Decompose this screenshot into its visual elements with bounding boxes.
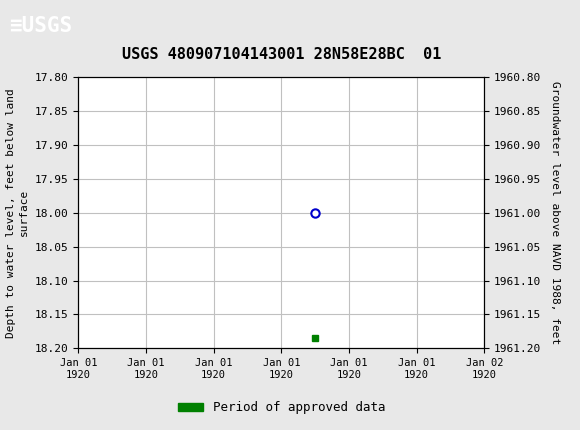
- Y-axis label: Depth to water level, feet below land
surface: Depth to water level, feet below land su…: [6, 88, 29, 338]
- Y-axis label: Groundwater level above NAVD 1988, feet: Groundwater level above NAVD 1988, feet: [550, 81, 560, 344]
- Text: ≡USGS: ≡USGS: [9, 16, 72, 36]
- Text: USGS 480907104143001 28N58E28BC  01: USGS 480907104143001 28N58E28BC 01: [122, 47, 441, 62]
- Legend: Period of approved data: Period of approved data: [173, 396, 390, 419]
